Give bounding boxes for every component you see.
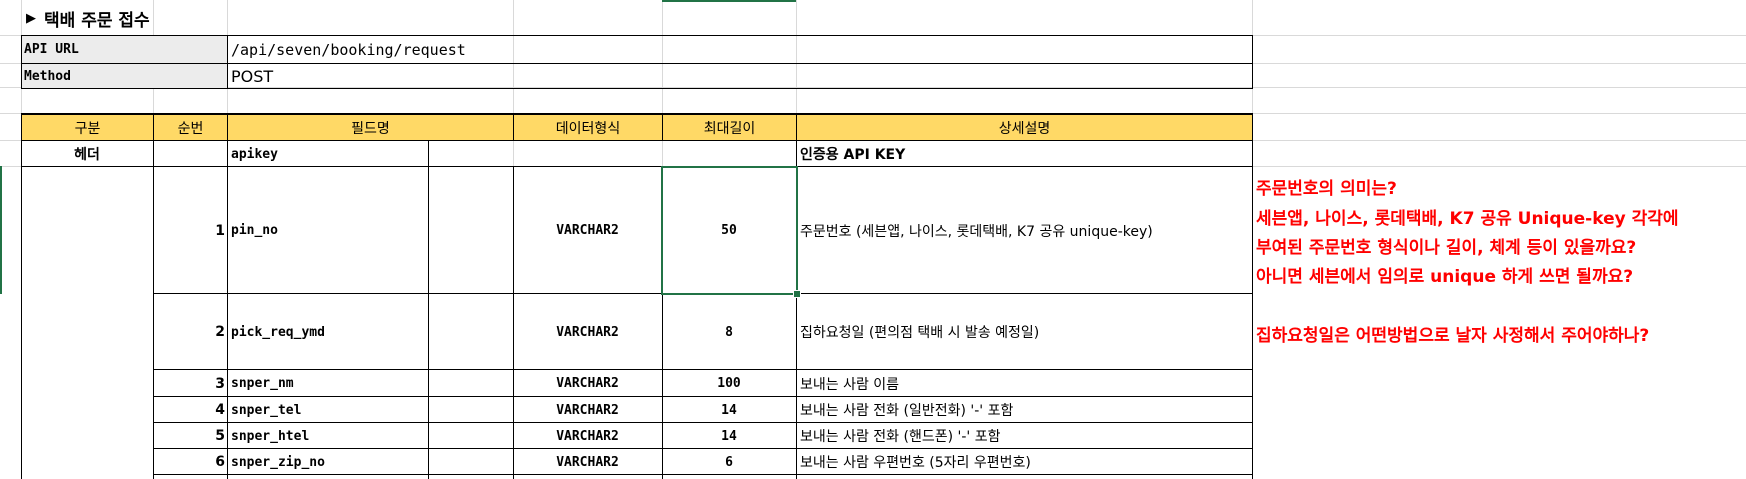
row-field[interactable]: snper_zip_no (231, 454, 325, 470)
row-desc[interactable]: 보내는 사람 전화 (핸드폰) '-' 포함 (800, 429, 1001, 445)
column-header-group: 구분 (21, 114, 154, 141)
triangle-right-icon: ▶ (26, 10, 36, 26)
fill-handle[interactable] (793, 290, 801, 298)
row-maxlen[interactable]: 8 (725, 324, 733, 340)
row-type[interactable]: VARCHAR2 (556, 454, 619, 470)
row-maxlen[interactable]: 50 (721, 223, 737, 238)
row-type[interactable]: VARCHAR2 (556, 223, 619, 238)
row-desc[interactable]: 보내는 사람 이름 (800, 376, 900, 393)
row-desc[interactable]: 보내는 사람 우편번호 (5자리 우편번호) (800, 455, 1031, 471)
row-field[interactable]: snper_htel (231, 428, 310, 444)
row-type[interactable]: VARCHAR2 (556, 324, 619, 340)
api-url-value[interactable]: /api/seven/booking/request (231, 40, 466, 59)
row-maxlen[interactable]: 100 (717, 376, 741, 391)
api-url-label: API URL (21, 36, 227, 63)
method-value[interactable]: POST (231, 66, 274, 86)
row-seq: 3 (215, 375, 225, 392)
row-field[interactable]: pin_no (231, 223, 278, 238)
row-maxlen[interactable]: 6 (725, 454, 733, 470)
row-seq: 1 (215, 222, 225, 239)
column-header-field: 필드명 (227, 114, 514, 141)
sheet-title: ▶ 택배 주문 접수 (26, 10, 150, 31)
header-row-desc[interactable]: 인증용 API KEY (800, 147, 906, 163)
row-desc[interactable]: 보내는 사람 전화 (일반전화) '-' 포함 (800, 403, 1014, 419)
column-header-desc: 상세설명 (796, 114, 1253, 141)
note-line-3: 부여된 주문번호 형식이나 길이, 체계 등이 있을까요? (1256, 238, 1637, 258)
row-maxlen[interactable]: 14 (721, 402, 737, 418)
header-row-field[interactable]: apikey (231, 146, 278, 162)
column-header-seq: 순번 (153, 114, 228, 141)
row-field[interactable]: snper_nm (231, 376, 294, 391)
note-line-2: 세븐앱, 나이스, 롯데택배, K7 공유 Unique-key 각각에 (1256, 209, 1679, 229)
column-header-maxlen: 최대길이 (662, 114, 797, 141)
note-line-5: 집하요청일은 어떤방법으로 날자 사정해서 주어야하나? (1256, 326, 1650, 346)
selected-cell[interactable] (661, 166, 798, 295)
row-type[interactable]: VARCHAR2 (556, 376, 619, 391)
row-seq: 4 (215, 402, 225, 418)
header-row-group: 헤더 (74, 147, 100, 163)
row-type[interactable]: VARCHAR2 (556, 428, 619, 444)
row-desc[interactable]: 집하요청일 (편의점 택배 시 발송 예정일) (800, 325, 1040, 341)
row-desc[interactable]: 주문번호 (세븐앱, 나이스, 롯데택배, K7 공유 unique-key) (800, 223, 1153, 240)
note-line-1: 주문번호의 의미는? (1256, 179, 1397, 199)
note-line-4: 아니면 세븐에서 임의로 unique 하게 쓰면 될까요? (1256, 267, 1634, 287)
row-field[interactable]: snper_tel (231, 402, 302, 418)
row-type[interactable]: VARCHAR2 (556, 402, 619, 418)
row-seq: 6 (215, 454, 225, 470)
column-selection-marker (662, 0, 796, 2)
row-seq: 5 (215, 428, 225, 444)
column-header-type: 데이터형식 (513, 114, 663, 141)
frozen-pane-marker (0, 166, 2, 294)
row-seq: 2 (215, 324, 225, 340)
row-maxlen[interactable]: 14 (721, 428, 737, 444)
row-field[interactable]: pick_req_ymd (231, 324, 325, 340)
method-label: Method (21, 64, 227, 88)
